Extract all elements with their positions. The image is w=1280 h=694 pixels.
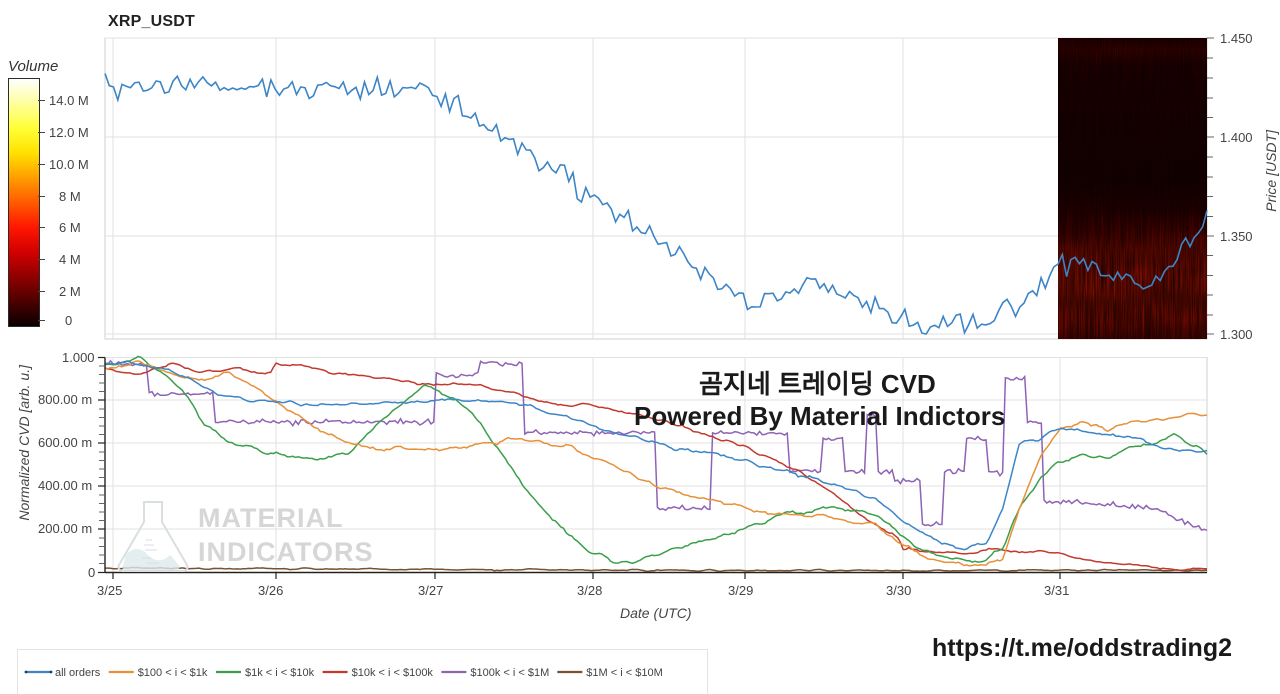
svg-text:$100k < i < $1M: $100k < i < $1M [470,667,549,679]
svg-text:$100 < i < $1k: $100 < i < $1k [138,667,208,679]
svg-text:all orders: all orders [55,667,101,679]
svg-text:$1M < i < $10M: $1M < i < $10M [586,667,662,679]
svg-text:$1k < i < $10k: $1k < i < $10k [245,667,315,679]
svg-text:$10k < i < $100k: $10k < i < $100k [352,667,434,679]
